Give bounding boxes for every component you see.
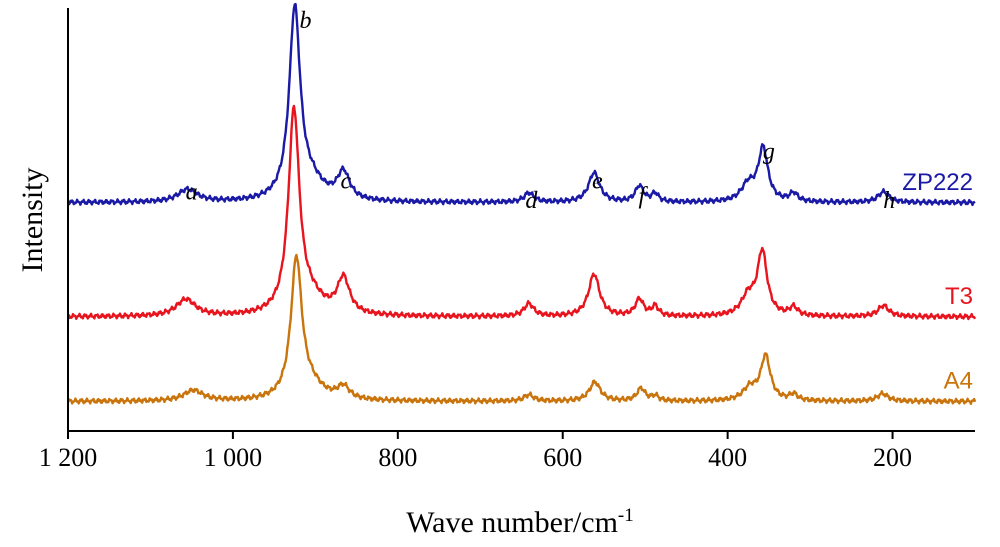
x-tick-label: 1 000 (204, 443, 263, 472)
x-axis-title-superscript: -1 (618, 505, 634, 526)
peak-label-g: g (763, 139, 775, 165)
x-tick-label: 200 (873, 443, 912, 472)
spectrum-line-t3 (67, 104, 977, 321)
x-tick-label: 1 200 (39, 443, 98, 472)
peak-label-c: c (341, 169, 352, 195)
peak-label-b: b (299, 8, 311, 34)
series-label-t3: T3 (945, 283, 973, 310)
peak-label-f: f (639, 184, 649, 210)
x-tick-layer: 1 200 1 000 800 600 400 200 (39, 431, 912, 472)
x-tick-label: 400 (708, 443, 747, 472)
series-layer (66, 2, 977, 405)
y-axis-title: Intensity (16, 168, 49, 273)
peak-label-h: h (883, 188, 895, 214)
x-tick-label: 800 (378, 443, 417, 472)
spectrum-line-a4 (66, 253, 977, 405)
x-axis-title: Wave number/cm-1 (406, 505, 634, 539)
x-axis-title-text: Wave number/cm (406, 506, 618, 539)
series-label-zp222: ZP222 (902, 169, 973, 196)
series-label-layer: ZP222 T3 A4 (902, 169, 973, 395)
peak-label-a: a (186, 179, 198, 205)
peak-label-e: e (592, 169, 603, 195)
peak-annotation-layer: a b c d e f g h (186, 8, 896, 214)
series-label-a4: A4 (944, 368, 973, 395)
peak-label-d: d (525, 188, 538, 214)
spectrum-line-zp222 (66, 2, 976, 207)
x-tick-label: 600 (543, 443, 582, 472)
